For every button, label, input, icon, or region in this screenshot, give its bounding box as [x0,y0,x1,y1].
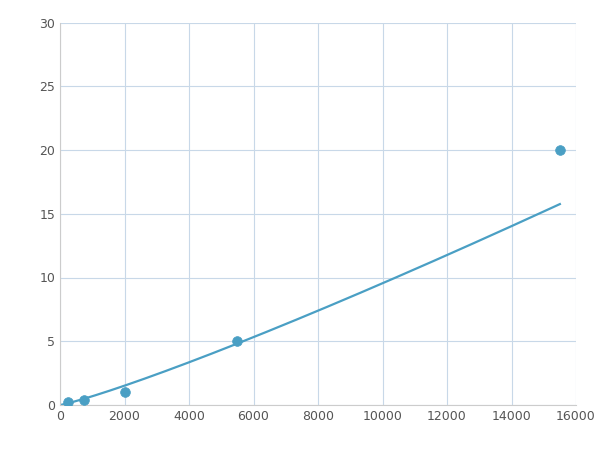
Point [63,399,73,406]
Point [79,396,89,404]
Point [120,389,130,396]
Point [233,338,242,345]
Point [555,146,565,153]
